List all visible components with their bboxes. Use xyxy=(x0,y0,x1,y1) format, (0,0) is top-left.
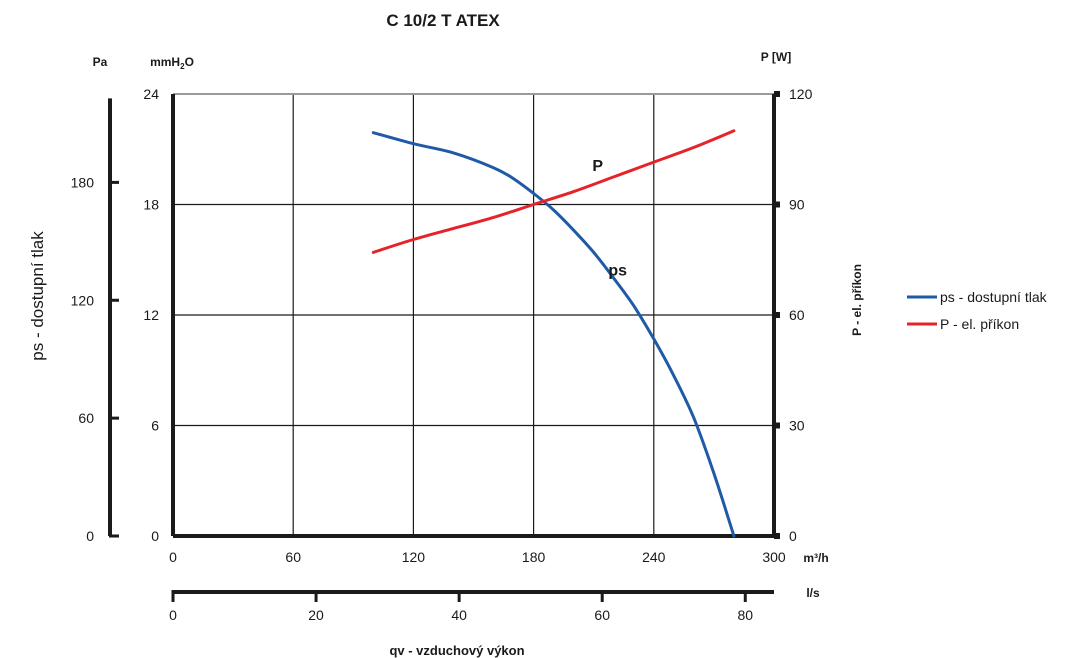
y-pa-tick-label: 120 xyxy=(71,292,95,308)
x-axis-title: qv - vzduchový výkon xyxy=(389,643,524,658)
y-right-tick-label: 60 xyxy=(789,307,805,323)
y-mmh2o-tick-label: 18 xyxy=(143,197,159,213)
y-right-axis-title: P - el. příkon xyxy=(850,264,864,336)
y-right-tick-label: 120 xyxy=(789,86,813,102)
legend: ps - dostupní tlak P - el. příkon xyxy=(907,289,1048,332)
x2-tick-label: 0 xyxy=(169,607,177,623)
y-right-tick-label: 90 xyxy=(789,197,805,213)
series-label-p: P xyxy=(592,158,603,175)
x2-tick-label: 80 xyxy=(737,607,753,623)
y-mmh2o-tick-label: 0 xyxy=(151,528,159,544)
y-right-tick-mark xyxy=(774,201,780,208)
x2-tick-label: 20 xyxy=(308,607,324,623)
y-pa-tick-label: 0 xyxy=(86,528,94,544)
x-tick-label: 60 xyxy=(285,549,301,565)
series-line-1 xyxy=(371,129,736,254)
x-tick-label: 300 xyxy=(762,549,786,565)
y-mmh2o-tick-label: 24 xyxy=(143,86,159,102)
y-mmh2o-tick-label: 12 xyxy=(143,307,159,323)
chart-title: C 10/2 T ATEX xyxy=(386,11,500,30)
y-unit-pa: Pa xyxy=(93,55,108,69)
legend-label-ps: ps - dostupní tlak xyxy=(940,289,1048,305)
grid-lines xyxy=(173,94,774,536)
x2-tick-label: 40 xyxy=(451,607,467,623)
x-unit-primary: m³/h xyxy=(803,551,828,565)
y-pa-tick-label: 60 xyxy=(78,410,94,426)
plot-frame xyxy=(108,91,780,602)
x2-tick-label: 60 xyxy=(594,607,610,623)
tick-labels: 0 60 120 180 240 3000612182406012018003060901… xyxy=(71,86,813,623)
y-mmh2o-tick-label: 6 xyxy=(151,418,159,434)
y-unit-mmh2o: mmH2O xyxy=(150,55,194,71)
y-right-tick-mark xyxy=(774,422,780,429)
y-left-axis-title: ps - dostupní tlak xyxy=(28,231,47,361)
legend-label-p: P - el. příkon xyxy=(940,316,1019,332)
y-right-tick-label: 0 xyxy=(789,528,797,544)
series-line-0 xyxy=(371,131,736,538)
series-layer: Pps xyxy=(371,129,736,538)
y-right-tick-label: 30 xyxy=(789,418,805,434)
y-right-tick-mark xyxy=(774,91,780,97)
y-right-unit: P [W] xyxy=(761,50,791,64)
x-tick-label: 180 xyxy=(522,549,546,565)
x-tick-label: 240 xyxy=(642,549,666,565)
y-right-tick-mark xyxy=(774,312,780,318)
x-tick-label: 120 xyxy=(402,549,426,565)
y-pa-tick-label: 180 xyxy=(71,174,95,190)
y-right-tick-mark xyxy=(774,533,780,539)
x-unit-secondary: l/s xyxy=(806,586,820,600)
series-label-ps: ps xyxy=(608,263,627,280)
x-tick-label: 0 xyxy=(169,549,177,565)
